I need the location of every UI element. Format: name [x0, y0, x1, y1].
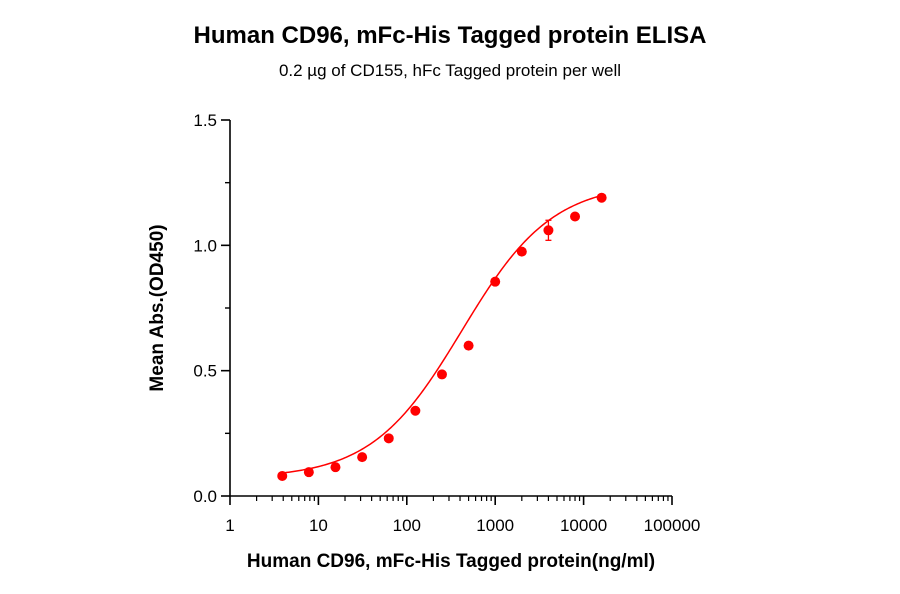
chart-axes: 0.0 0.5 1.0 1.5 1 10 100 1000 10000 100000 [193, 111, 700, 535]
y-tick-label: 1.5 [193, 111, 217, 130]
data-point [543, 225, 554, 236]
data-point [463, 340, 474, 351]
data-points-group [277, 192, 607, 481]
data-point [277, 470, 288, 481]
fit-curve [282, 194, 602, 474]
data-point [596, 192, 607, 203]
x-tick-label: 100000 [644, 516, 701, 535]
data-point [436, 369, 447, 380]
x-tick-label: 10000 [560, 516, 607, 535]
data-point [330, 462, 341, 473]
y-tick-label: 1.0 [193, 236, 217, 255]
data-point [410, 405, 421, 416]
chart-title: Human CD96, mFc-His Tagged protein ELISA [193, 22, 707, 49]
x-axis-title: Human CD96, mFc-His Tagged protein(ng/ml… [247, 551, 655, 572]
data-point [357, 452, 368, 463]
data-point [570, 211, 581, 222]
y-tick-label: 0.0 [193, 487, 217, 506]
y-axis-title: Mean Abs.(OD450) [147, 224, 168, 391]
x-tick-label: 100 [393, 516, 421, 535]
fit-curve-group [282, 194, 602, 474]
data-point [303, 467, 314, 478]
data-point [383, 433, 394, 444]
chart-subtitle: 0.2 µg of CD155, hFc Tagged protein per … [278, 61, 622, 80]
y-tick-label: 0.5 [193, 362, 217, 381]
data-point [490, 276, 501, 287]
x-tick-label: 1 [225, 516, 234, 535]
x-tick-label: 1000 [476, 516, 514, 535]
data-point [516, 246, 527, 257]
x-tick-label: 10 [309, 516, 328, 535]
